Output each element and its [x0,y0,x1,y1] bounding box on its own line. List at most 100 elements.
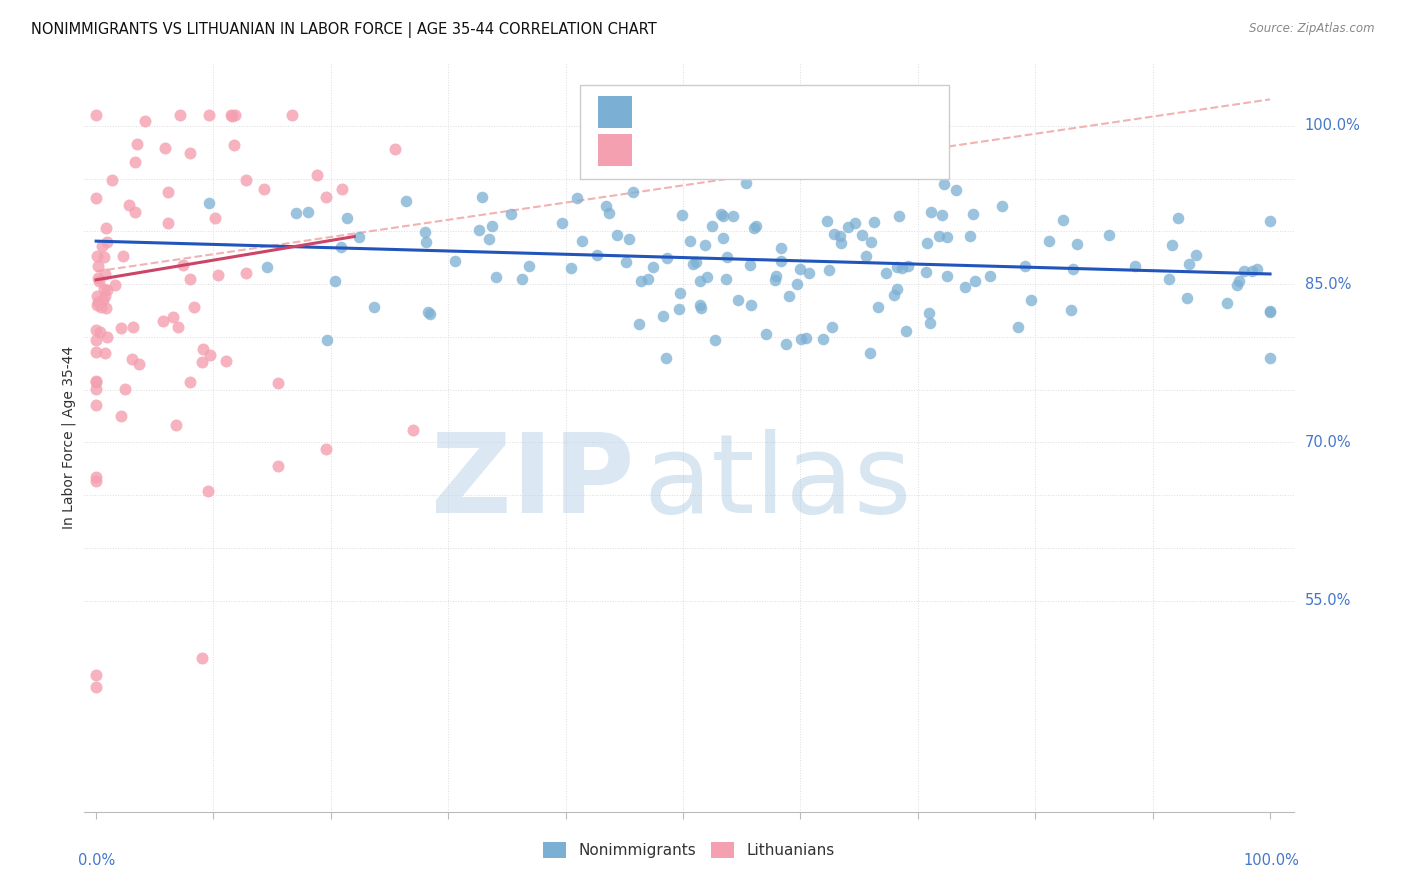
Point [886,282,908,296]
Point [125,136,148,151]
Point [323,274,346,288]
Point [571,234,593,248]
Point [920,204,942,219]
Point [711,209,734,223]
Point [86,249,108,263]
Point [198,108,221,122]
Point [763,272,786,286]
Text: 0.0%: 0.0% [79,853,115,868]
Point [93,250,115,264]
Point [855,249,877,263]
Point [256,260,278,274]
Point [89,274,111,288]
Point [794,331,817,345]
Point [121,320,143,334]
Point [96,283,118,297]
Point [567,191,589,205]
Point [740,298,762,312]
Point [1258,304,1281,318]
Point [775,336,797,351]
Point [962,207,984,221]
Point [96,220,118,235]
Point [915,265,938,279]
Point [837,219,859,234]
Point [689,298,711,312]
Point [654,160,676,174]
Point [1258,351,1281,366]
Point [619,232,641,246]
Point [630,274,652,288]
Point [1226,278,1249,293]
Point [198,348,221,362]
Point [224,138,246,153]
Point [315,442,337,457]
Point [124,154,146,169]
Point [444,254,467,268]
Text: 85.0%: 85.0% [1305,277,1351,292]
FancyBboxPatch shape [599,135,633,166]
Point [179,375,201,389]
Point [669,286,692,301]
Point [696,269,718,284]
Point [1161,238,1184,252]
Point [1233,263,1256,277]
Point [93,282,115,296]
Point [152,314,174,328]
Text: 100.0%: 100.0% [1244,853,1299,868]
Point [883,288,905,302]
Point [191,355,214,369]
Point [363,300,385,314]
Point [96,301,118,315]
Point [890,261,912,276]
Point [1007,319,1029,334]
Point [1060,302,1083,317]
Point [253,182,276,196]
Point [616,254,638,268]
Point [1066,237,1088,252]
Point [153,141,176,155]
Point [156,216,179,230]
Point [219,108,242,122]
Point [643,260,665,274]
Point [1062,262,1084,277]
Point [668,301,690,316]
FancyBboxPatch shape [599,96,633,128]
Point [481,219,503,234]
Point [266,376,288,390]
Point [953,280,976,294]
Point [671,208,693,222]
Point [1258,214,1281,228]
Point [179,272,201,286]
Point [918,316,941,330]
Point [769,241,792,255]
Point [1216,296,1239,310]
Point [297,204,319,219]
Point [1184,247,1206,261]
Point [84,668,107,682]
Point [84,398,107,412]
Point [215,353,238,368]
Point [959,228,981,243]
Point [114,382,136,396]
Point [332,182,354,196]
Point [84,108,107,122]
Point [172,258,194,272]
Point [742,220,765,235]
Point [936,269,959,284]
Point [1038,235,1060,249]
Point [889,209,911,223]
Point [198,195,221,210]
Point [94,267,117,281]
Point [1229,274,1251,288]
Point [897,259,920,273]
Point [93,346,115,360]
Point [627,318,650,332]
Point [1258,305,1281,319]
Point [112,249,135,263]
Point [1175,291,1198,305]
Point [965,274,987,288]
Point [121,352,143,367]
Text: Source: ZipAtlas.com: Source: ZipAtlas.com [1250,22,1375,36]
Point [859,345,882,359]
Point [336,211,359,225]
